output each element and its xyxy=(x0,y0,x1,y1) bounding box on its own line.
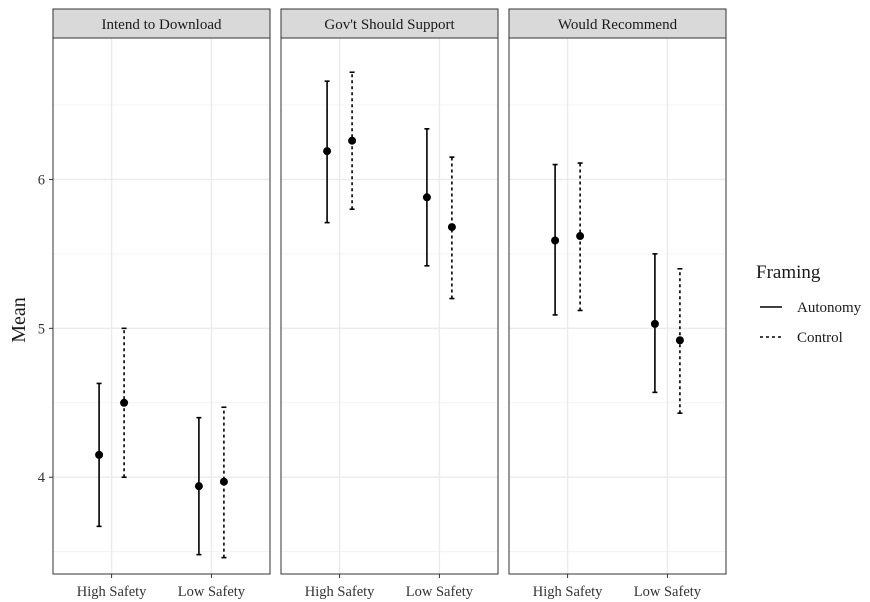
panel: Would Recommend High Safety Low Safety xyxy=(508,8,727,600)
panel-background xyxy=(509,38,726,574)
legend-label: Autonomy xyxy=(797,300,862,316)
panel-title: Intend to Download xyxy=(102,17,222,33)
mean-point xyxy=(194,482,203,491)
y-tick-label: 4 xyxy=(38,470,46,486)
x-tick-label: High Safety xyxy=(305,584,375,600)
y-tick-label: 6 xyxy=(38,172,45,188)
mean-point xyxy=(675,336,684,345)
mean-point xyxy=(576,232,585,241)
x-tick-label: High Safety xyxy=(77,584,147,600)
y-axis-title: Mean xyxy=(8,297,30,343)
x-tick-label: Low Safety xyxy=(178,584,246,600)
mean-point xyxy=(348,136,357,145)
panel-background xyxy=(281,38,498,574)
panel: Gov't Should Support High Safety Low Safet… xyxy=(280,8,499,600)
mean-point xyxy=(323,147,332,156)
legend: Framing Autonomy Control xyxy=(756,262,862,346)
panel-strip xyxy=(52,8,271,39)
legend-title: Framing xyxy=(756,262,821,283)
mean-point xyxy=(120,398,129,407)
x-tick-label: High Safety xyxy=(533,584,603,600)
y-tick-label: 5 xyxy=(38,321,45,337)
panel-border xyxy=(508,37,727,575)
panel: Intend to Download High Safety Low Safety xyxy=(52,8,271,600)
x-tick-label: Low Safety xyxy=(406,584,474,600)
panel-strip xyxy=(508,8,727,39)
panel-background xyxy=(53,38,270,574)
legend-label: Control xyxy=(797,330,843,346)
mean-point xyxy=(650,319,659,328)
panel-border xyxy=(52,37,271,575)
mean-point xyxy=(551,236,560,245)
mean-point xyxy=(219,477,228,486)
axes: Mean 4 5 6 xyxy=(8,172,53,486)
mean-point xyxy=(422,193,431,202)
panel-border xyxy=(280,37,499,575)
panel-title: Would Recommend xyxy=(558,17,678,33)
mean-point xyxy=(447,223,456,232)
mean-point xyxy=(95,450,104,459)
panel-title: Gov't Should Support xyxy=(324,17,455,33)
panel-strip xyxy=(280,8,499,39)
x-tick-label: Low Safety xyxy=(634,584,702,600)
